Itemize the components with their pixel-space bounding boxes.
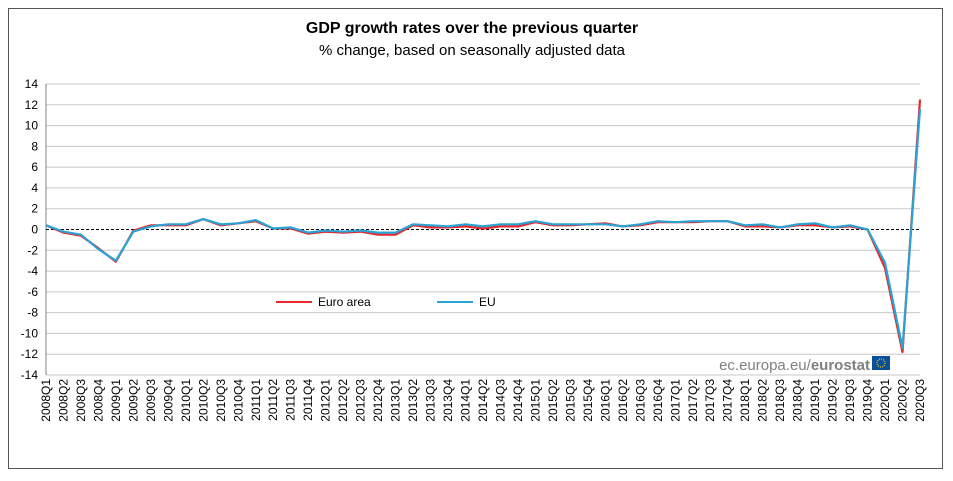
source-text: ec.europa.eu/eurostat (719, 357, 870, 374)
x-tick-label: 2011Q3 (284, 379, 298, 421)
y-tick-label: -10 (21, 326, 39, 340)
x-tick-label: 2016Q3 (633, 379, 647, 422)
x-tick-label: 2014Q3 (493, 379, 507, 422)
x-tick-label: 2008Q1 (39, 379, 53, 422)
chart-frame (8, 8, 943, 469)
y-tick-label: -12 (21, 347, 39, 361)
x-tick-label: 2020Q3 (913, 379, 927, 422)
x-tick-label: 2019Q1 (808, 379, 822, 422)
y-tick-label: -4 (27, 264, 38, 278)
eu-flag-icon (872, 356, 890, 370)
x-tick-label: 2019Q2 (826, 379, 840, 422)
y-tick-label: 4 (31, 181, 38, 195)
x-tick-label: 2010Q4 (231, 379, 245, 422)
x-tick-label: 2009Q3 (144, 379, 158, 422)
y-tick-label: -8 (27, 306, 38, 320)
x-tick-label: 2014Q2 (476, 379, 490, 422)
x-tick-label: 2008Q3 (74, 379, 88, 422)
x-tick-label: 2019Q3 (843, 379, 857, 422)
x-tick-label: 2015Q2 (546, 379, 560, 422)
x-tick-label: 2010Q3 (214, 379, 228, 422)
x-tick-label: 2017Q1 (668, 379, 682, 422)
x-tick-label: 2016Q2 (616, 379, 630, 422)
grid (45, 83, 920, 376)
x-tick-label: 2013Q3 (424, 379, 438, 422)
x-tick-label: 2011Q1 (249, 379, 263, 421)
x-tick-label: 2009Q2 (126, 379, 140, 422)
x-tick-label: 2017Q3 (703, 379, 717, 422)
y-tick-label: 12 (25, 98, 39, 112)
x-tick-label: 2013Q2 (406, 379, 420, 422)
x-tick-label: 2018Q3 (773, 379, 787, 422)
x-tick-label: 2012Q4 (371, 379, 385, 422)
x-tick-label: 2012Q1 (319, 379, 333, 422)
source-prefix: ec.europa.eu/ (719, 357, 812, 374)
series-line-eu (45, 108, 922, 350)
x-tick-label: 2008Q4 (91, 379, 105, 422)
legend-label-euro-area: Euro area (318, 295, 371, 309)
x-tick-label: 2009Q4 (161, 379, 175, 422)
x-tick-label: 2014Q4 (511, 379, 525, 422)
x-tick-label: 2019Q4 (861, 379, 875, 422)
x-tick-label: 2011Q2 (266, 379, 280, 421)
y-tick-label: 10 (25, 119, 39, 133)
x-tick-label: 2017Q2 (686, 379, 700, 422)
y-tick-label: -2 (27, 243, 38, 257)
legend-label-eu: EU (479, 295, 496, 309)
y-tick-label: 14 (25, 77, 39, 91)
chart-title: GDP growth rates over the previous quart… (306, 20, 638, 37)
x-tick-label: 2010Q1 (179, 379, 193, 422)
x-tick-label: 2018Q2 (756, 379, 770, 422)
y-tick-label: 8 (31, 139, 38, 153)
series-lines (45, 99, 922, 354)
x-tick-label: 2013Q1 (389, 379, 403, 422)
x-tick-label: 2012Q2 (336, 379, 350, 422)
x-axis: 2008Q1 2008Q2 2008Q3 2008Q4 2009Q1 2009Q2 2009… (39, 379, 927, 422)
x-tick-label: 2016Q1 (598, 379, 612, 422)
x-tick-label: 2013Q4 (441, 379, 455, 422)
x-tick-label: 2015Q4 (581, 379, 595, 422)
x-tick-label: 2018Q1 (738, 379, 752, 422)
source-credit: ec.europa.eu/eurostat (719, 356, 890, 374)
legend: Euro area EU (276, 295, 496, 309)
x-tick-label: 2020Q2 (896, 379, 910, 422)
x-tick-label: 2009Q1 (109, 379, 123, 422)
x-tick-label: 2012Q3 (354, 379, 368, 422)
x-tick-label: 2017Q4 (721, 379, 735, 422)
x-tick-label: 2020Q1 (878, 379, 892, 422)
y-tick-label: 0 (31, 223, 38, 237)
x-tick-label: 2018Q4 (791, 379, 805, 422)
chart-subtitle: % change, based on seasonally adjusted d… (319, 42, 626, 59)
x-tick-label: 2014Q1 (459, 379, 473, 422)
y-tick-label: 2 (31, 202, 38, 216)
y-axis: 14 12 10 8 6 4 2 0 -2 -4 -6 -8 -10 -12 -14 (21, 77, 39, 382)
x-tick-label: 2010Q2 (196, 379, 210, 422)
y-tick-label: -14 (21, 368, 39, 382)
x-tick-label: 2015Q3 (563, 379, 577, 422)
x-tick-label: 2016Q4 (651, 379, 665, 422)
x-tick-label: 2015Q1 (528, 379, 542, 422)
y-tick-label: -6 (27, 285, 38, 299)
x-tick-label: 2008Q2 (56, 379, 70, 422)
source-name: eurostat (811, 357, 870, 374)
x-tick-label: 2011Q4 (301, 379, 315, 421)
y-tick-label: 6 (31, 160, 38, 174)
